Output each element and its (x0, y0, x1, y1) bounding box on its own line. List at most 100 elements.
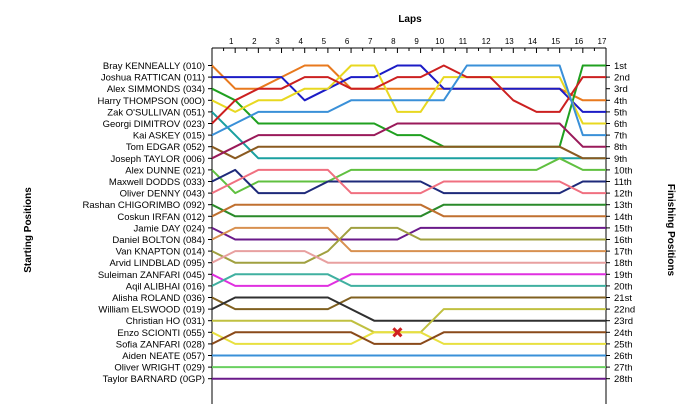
starting-driver-label: Aqil ALIBHAI (016) (126, 281, 205, 292)
series-line-18 (211, 250, 606, 264)
starting-driver-label: Sofia ZANFARI (028) (116, 339, 205, 350)
finishing-position-label: 20th (614, 281, 633, 292)
finishing-position-label: 27th (614, 363, 633, 374)
series-line-8 (211, 145, 606, 160)
finishing-position-label: 23rd (614, 316, 633, 327)
starting-driver-label: Joshua RATTICAN (011) (101, 73, 205, 84)
starting-driver-label: Georgi DIMITROV (023) (103, 119, 205, 130)
series-line-14 (211, 203, 606, 218)
starting-driver-label: Van KNAPTON (014) (116, 247, 205, 258)
series-line-22 (211, 296, 606, 322)
y-axis-label-right: Finishing Positions (665, 184, 676, 277)
y-axis-label-left: Starting Positions (23, 187, 34, 273)
starting-driver-label: Alex SIMMONDS (034) (107, 84, 205, 95)
starting-driver-label: Oliver WRIGHT (029) (114, 363, 205, 374)
series-line-20 (211, 273, 606, 287)
retirement-marker (392, 327, 403, 338)
x-tick-label: 5 (322, 37, 327, 46)
finishing-position-label: 2nd (614, 73, 630, 84)
starting-driver-label: Maxwell DODDS (033) (109, 177, 205, 188)
starting-driver-label: Oliver DENNY (043) (120, 189, 205, 200)
starting-driver-label: Coskun IRFAN (012) (117, 212, 205, 223)
finishing-position-label: 11th (614, 177, 632, 188)
x-tick-label: 3 (275, 37, 280, 46)
series-line-24 (211, 331, 606, 345)
starting-driver-label: Jamie DAY (024) (134, 223, 205, 234)
starting-driver-label: Zak O'SULLIVAN (051) (107, 107, 205, 118)
starting-driver-label: William ELSWOOD (019) (98, 305, 205, 316)
x-tick-label: 15 (551, 37, 560, 46)
starting-driver-label: Aiden NEATE (057) (122, 351, 205, 362)
finishing-position-label: 10th (614, 165, 633, 176)
series-line-25 (211, 331, 606, 345)
starting-driver-label: Rashan CHIGORIMBO (092) (83, 200, 205, 211)
starting-positions-labels: Bray KENNEALLY (010)Joshua RATTICAN (011… (83, 61, 212, 385)
finishing-position-label: 19th (614, 270, 633, 281)
finishing-position-label: 16th (614, 235, 633, 246)
starting-driver-label: Bray KENNEALLY (010) (103, 61, 205, 72)
finishing-position-label: 7th (614, 131, 627, 142)
starting-driver-label: Enzo SCIONTI (055) (117, 328, 205, 339)
x-tick-label: 4 (298, 37, 303, 46)
series-line-21 (211, 296, 606, 311)
finishing-position-label: 4th (614, 96, 627, 107)
finishing-position-label: 24th (614, 328, 633, 339)
series-line-17 (211, 226, 606, 264)
finishing-position-label: 14th (614, 212, 633, 223)
starting-driver-label: Christian HO (031) (126, 316, 205, 327)
series-line-11 (211, 168, 606, 195)
finishing-position-label: 26th (614, 351, 633, 362)
x-tick-label: 12 (482, 37, 491, 46)
finishing-positions-labels: 1st2nd3rd4th5th6th7th8th9th10th11th12th1… (606, 61, 635, 385)
starting-driver-label: Suleiman ZANFARI (045) (98, 270, 205, 281)
plot-frame (211, 47, 607, 404)
x-tick-label: 7 (368, 37, 373, 46)
x-tick-label: 1 (229, 37, 234, 46)
x-tick-label: 17 (598, 37, 607, 46)
finishing-position-label: 3rd (614, 84, 628, 95)
starting-driver-label: Alex DUNNE (021) (125, 165, 205, 176)
marker-stroke (392, 327, 403, 338)
series-line-9 (211, 122, 606, 160)
finishing-position-label: 15th (614, 223, 633, 234)
x-tick-label: 11 (459, 37, 468, 46)
starting-driver-label: Tom EDGAR (052) (126, 142, 205, 153)
series-line-13 (211, 203, 606, 218)
x-tick-label: 9 (414, 37, 419, 46)
finishing-position-label: 17th (614, 247, 633, 258)
finishing-position-label: 8th (614, 142, 627, 153)
series-line-2 (212, 64, 606, 113)
finishing-position-label: 28th (614, 374, 633, 385)
x-axis-ticks: 1 2 3 4 5 6 7 8 9 10 11 12 13 14 15 16 17 (211, 37, 607, 53)
starting-driver-label: Kai ASKEY (015) (133, 131, 205, 142)
finishing-position-label: 22nd (614, 305, 635, 316)
finishing-position-label: 13th (614, 200, 633, 211)
x-tick-label: 13 (505, 37, 514, 46)
starting-driver-label: Harry THOMPSON (00O) (97, 96, 205, 107)
series-line-12 (211, 168, 606, 195)
finishing-position-label: 1st (614, 61, 627, 72)
series-line-7 (211, 64, 606, 137)
markers (392, 327, 403, 338)
starting-driver-label: Arvid LINDBLAD (095) (109, 258, 205, 269)
finishing-position-label: 21st (614, 293, 632, 304)
chart-title: Laps (398, 14, 422, 25)
series-line-16 (211, 226, 606, 253)
x-tick-label: 6 (345, 37, 350, 46)
finishing-position-label: 9th (614, 154, 627, 165)
starting-driver-label: Joseph TAYLOR (006) (110, 154, 205, 165)
x-tick-label: 2 (252, 37, 257, 46)
x-tick-label: 8 (391, 37, 396, 46)
series-line-6 (211, 64, 606, 125)
series-line-5 (211, 111, 606, 160)
series-line-1 (211, 64, 606, 102)
x-tick-label: 10 (435, 37, 444, 46)
series-lines (211, 64, 606, 380)
finishing-position-label: 5th (614, 107, 627, 118)
finishing-position-label: 6th (614, 119, 627, 130)
starting-driver-label: Daniel BOLTON (084) (112, 235, 205, 246)
x-tick-label: 16 (574, 37, 583, 46)
starting-driver-label: Alisha ROLAND (036) (112, 293, 205, 304)
finishing-position-label: 25th (614, 339, 633, 350)
